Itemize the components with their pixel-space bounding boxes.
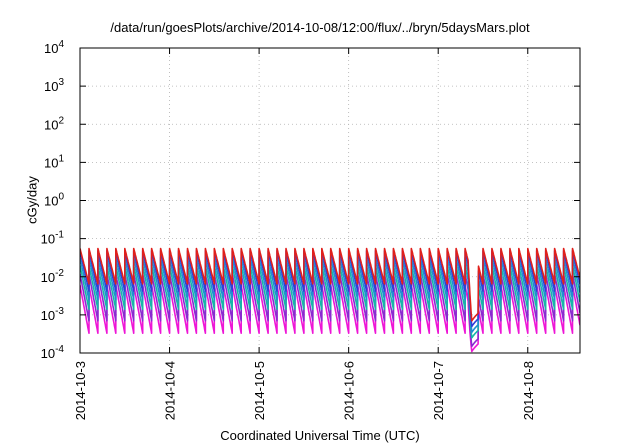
y-tick-label: 102 <box>44 115 64 132</box>
x-axis-label: Coordinated Universal Time (UTC) <box>220 428 420 443</box>
y-axis-label: cGy/day <box>24 176 40 224</box>
series-line-4 <box>80 264 580 339</box>
y-tick-label: 10-4 <box>41 344 65 361</box>
series-line-2 <box>80 250 580 328</box>
y-tick-label: 100 <box>44 192 64 209</box>
x-tick-label: 2014-10-7 <box>431 361 446 420</box>
x-tick-label: 2014-10-3 <box>73 361 88 420</box>
y-tick-label: 10-1 <box>41 230 65 247</box>
y-tick-label: 104 <box>44 39 64 56</box>
series-line-1 <box>80 247 580 322</box>
y-tick-label: 10-2 <box>41 268 65 285</box>
x-tick-label: 2014-10-6 <box>342 361 357 420</box>
y-tick-label: 101 <box>44 153 64 170</box>
chart-title: /data/run/goesPlots/archive/2014-10-08/1… <box>110 20 530 35</box>
series-line-5 <box>80 272 580 348</box>
x-tick-label: 2014-10-8 <box>521 361 536 420</box>
y-tick-label: 103 <box>44 77 64 94</box>
x-tick-label: 2014-10-5 <box>252 361 267 420</box>
x-tick-label: 2014-10-4 <box>163 361 178 420</box>
series-line-6 <box>80 284 580 353</box>
series-line-3 <box>80 256 580 334</box>
y-tick-label: 10-3 <box>41 306 65 323</box>
